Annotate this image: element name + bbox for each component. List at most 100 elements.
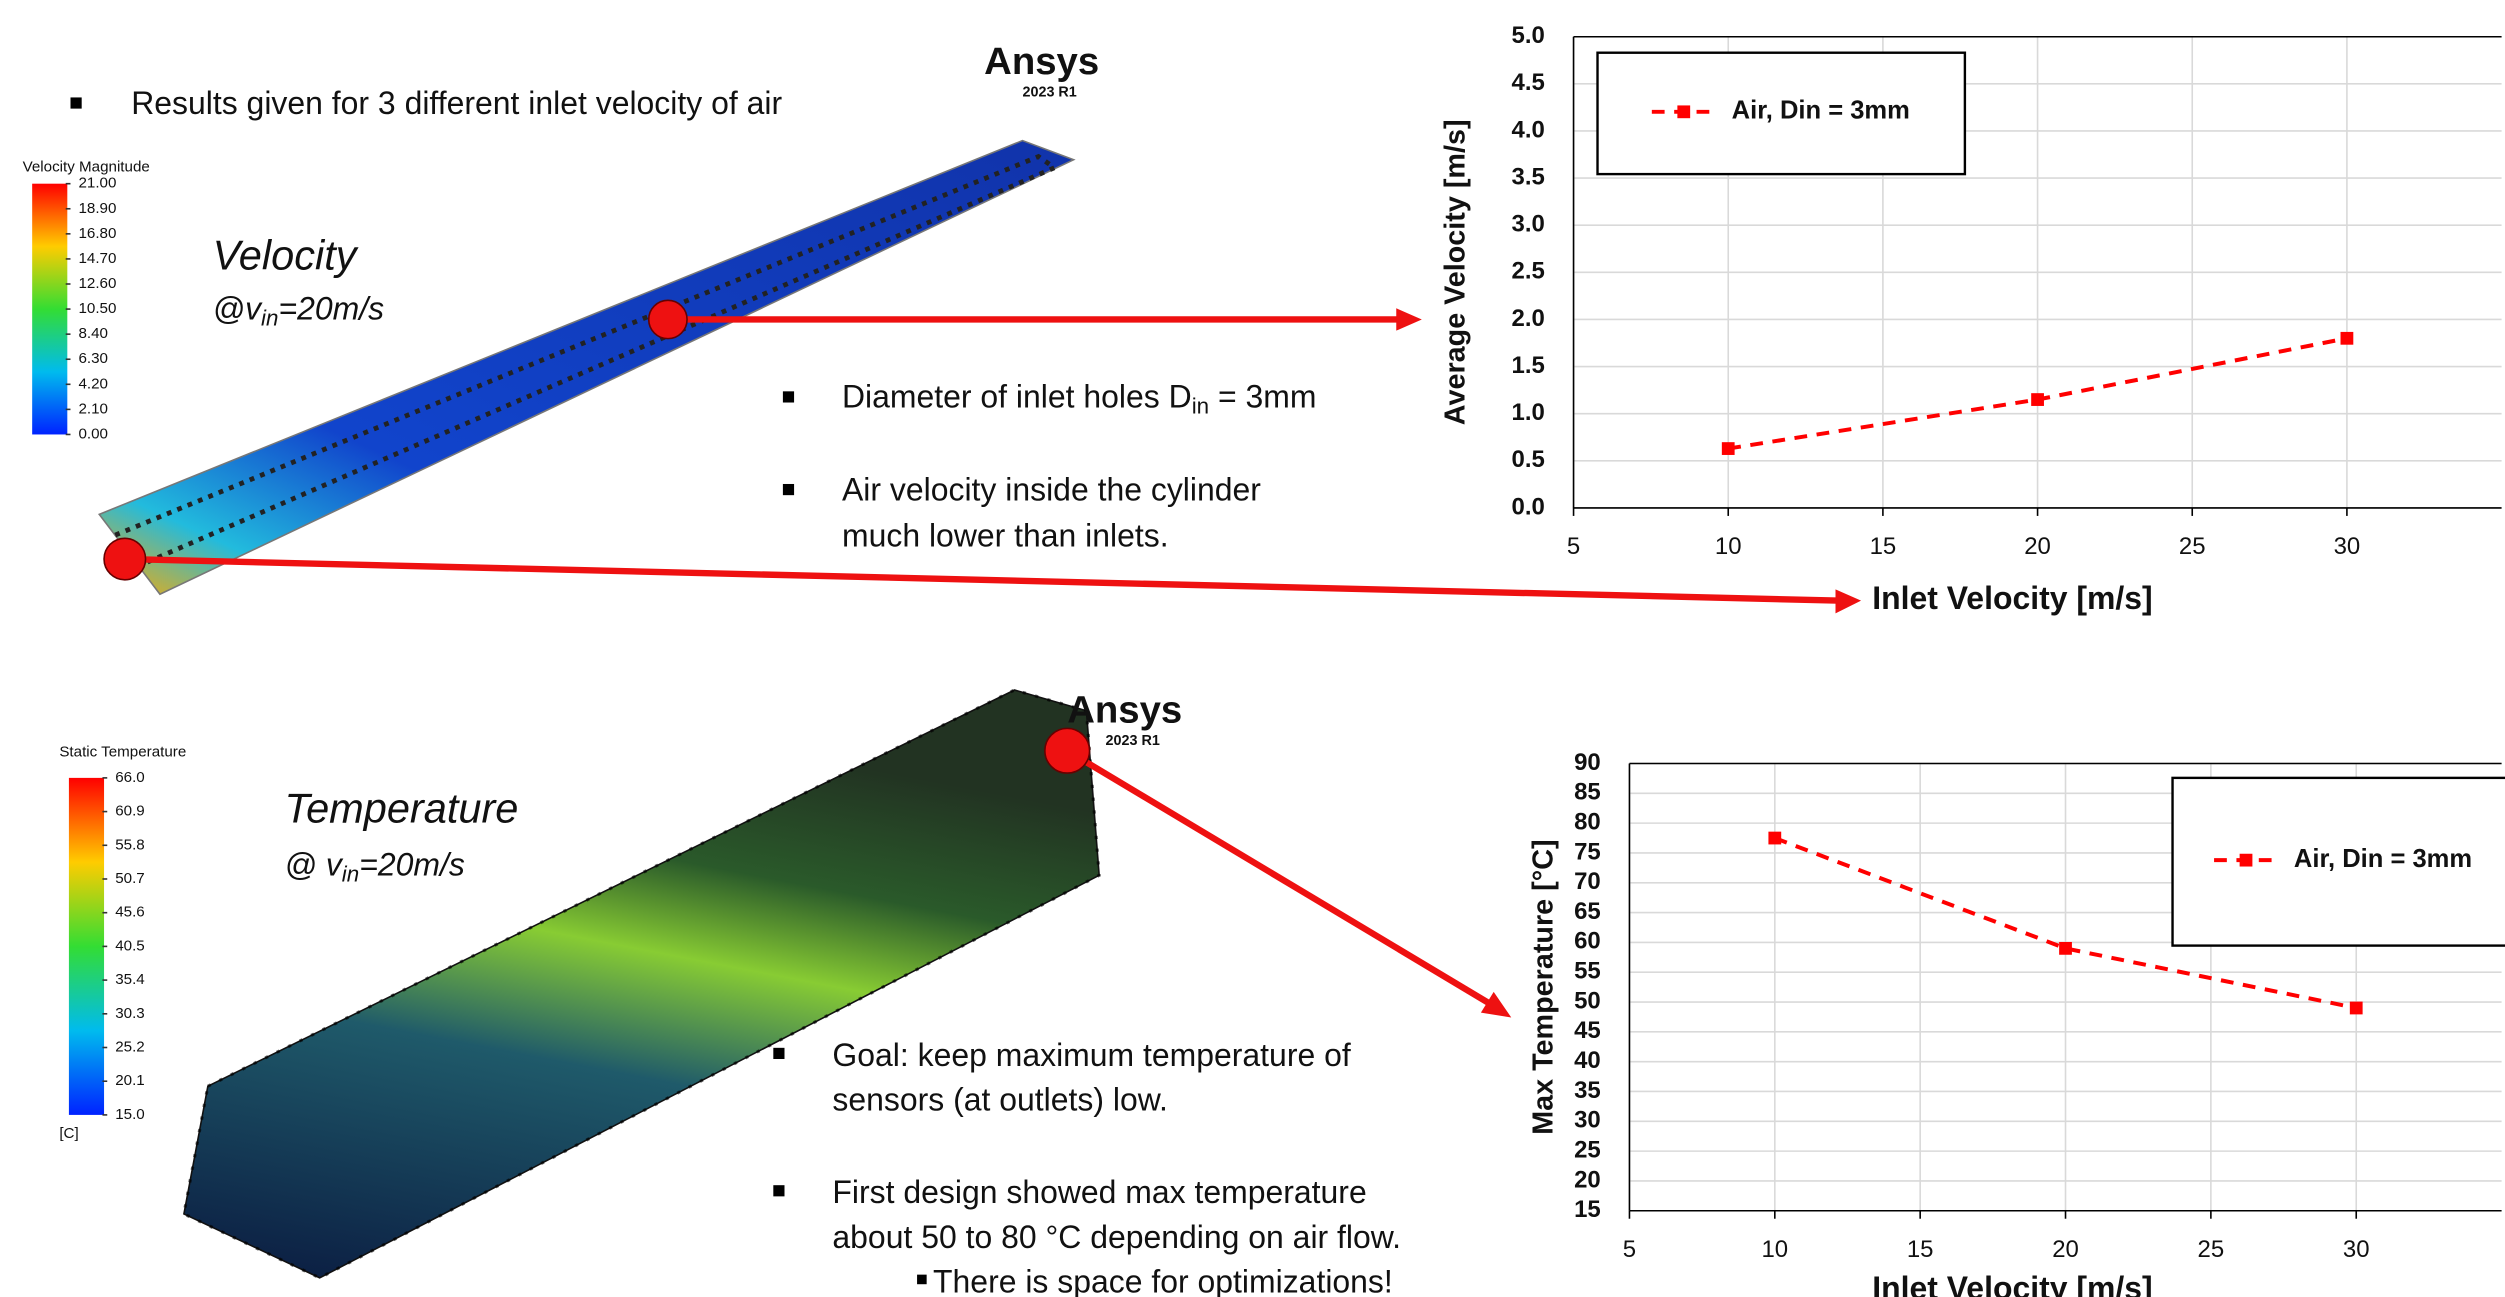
point [1768,831,1782,845]
x-tick-label: 10 [1715,533,1742,560]
x-tick-label: 20 [2024,533,2051,560]
legend-box [2171,776,2505,947]
arrow [124,555,1838,604]
colorbar-label: 55.8 [115,836,145,853]
probe-marker [103,537,147,581]
caption-suffix: =20m/s [359,847,465,883]
x-tick-label: 15 [1907,1236,1934,1263]
y-tick-label: 55 [1574,958,1601,985]
point [1721,442,1735,455]
arrow-head [1396,308,1422,331]
y-tick-label: 85 [1574,779,1601,806]
caption-prefix: @ v [285,847,344,883]
bullet-text: much lower than inlets. [842,518,1169,554]
x-tick-label: 5 [1567,533,1580,560]
colorbar [32,183,68,435]
y-tick-label: 2.0 [1512,305,1545,332]
y-tick-label: 65 [1574,898,1601,925]
y-tick-label: 3.5 [1512,163,1545,190]
logo: Ansys [1067,689,1182,732]
bullet-marker [773,1185,785,1197]
colorbar-label: 14.70 [78,250,116,267]
y-tick-label: 80 [1574,808,1601,835]
logo-version: 2023 R1 [1022,84,1076,100]
y-tick-label: 15 [1574,1196,1601,1223]
colorbar-label: 18.90 [78,200,116,217]
colorbar-unit: [C] [59,1125,78,1142]
bullet-marker [782,483,795,496]
arrow [1065,747,1491,1006]
bullet-marker [782,391,795,403]
temperature-model-mesh [182,688,1101,1280]
bullet-text: Air velocity inside the cylinder [842,471,1261,507]
y-tick-label: 90 [1574,749,1601,776]
colorbar-label: 50.7 [115,870,145,887]
caption-sub: in [342,861,359,886]
colorbar-label: 6.30 [78,350,108,367]
colorbar-label: 4.20 [78,375,108,392]
colorbar-label: 66.0 [115,769,145,786]
logo: Ansys [984,40,1099,83]
colorbar-label: 21.00 [78,175,116,192]
y-tick-label: 3.0 [1512,211,1545,238]
point [2340,331,2354,345]
y-tick-label: 45 [1574,1017,1601,1044]
x-tick-label: 30 [2334,533,2361,560]
y-tick-label: 60 [1574,928,1601,955]
y-tick-label: 75 [1574,838,1601,865]
bullet-marker [773,1047,785,1060]
point [2059,941,2072,955]
y-axis-title: Max Temperature [°C] [1527,839,1559,1134]
x-tick-label: 10 [1761,1236,1788,1263]
y-tick-label: 70 [1574,868,1601,895]
point [2349,1001,2363,1015]
colorbar-label: 10.50 [78,300,116,317]
y-tick-label: 30 [1574,1107,1601,1134]
bullet-text: sensors (at outlets) low. [832,1082,1167,1118]
logo-version: 2023 R1 [1106,733,1160,749]
caption: @vin=20m/s [213,291,384,330]
colorbar-label: 60.9 [115,803,145,820]
colorbar-label: 35.4 [115,971,145,988]
legend-marker [1677,105,1691,119]
y-tick-label: 2.5 [1512,258,1545,285]
colorbar-label: 16.80 [78,225,116,242]
legend-label: Air, Din = 3mm [2294,845,2472,873]
colorbar-title: Velocity Magnitude [23,159,150,176]
x-axis-title: Inlet Velocity [m/s] [1872,1270,2152,1297]
bullet-text: about 50 to 80 °C depending on air flow. [832,1219,1401,1255]
colorbar-label: 2.10 [78,400,108,417]
bullet-text: Results given for 3 different inlet velo… [131,85,782,121]
colorbar-label: 45.6 [115,904,145,921]
y-tick-label: 1.5 [1512,352,1545,379]
caption-sub: in [261,305,278,330]
colorbar-labels: 21.00 18.90 16.80 14.70 12.60 10.50 8.40 6.30 4.… [65,175,116,442]
x-tick-label: 30 [2343,1236,2370,1263]
colorbar-label: 40.5 [115,937,145,954]
y-tick-label: 4.0 [1512,116,1545,143]
y-axis-title: Average Velocity [m/s] [1440,119,1472,425]
bullet-text: Diameter of inlet holes Din = 3mm [842,379,1316,418]
point [2031,393,2044,406]
colorbar [68,777,105,1115]
y-tick-label: 25 [1574,1136,1601,1163]
x-tick-label: 20 [2052,1236,2079,1263]
bullet-text: Goal: keep maximum temperature of [832,1037,1350,1073]
caption-title: Temperature [285,784,519,831]
arrow-head [1480,991,1512,1018]
caption-suffix: =20m/s [278,291,384,327]
bullet-text: There is space for optimizations! [933,1264,1393,1297]
colorbar-label: 25.2 [115,1039,145,1056]
x-axis-title: Inlet Velocity [m/s] [1872,580,2152,616]
caption: @ vin=20m/s [285,847,465,886]
y-tick-label: 4.5 [1512,69,1545,96]
colorbar-label: 30.3 [115,1005,145,1022]
y-tick-label: 40 [1574,1047,1601,1074]
y-tick-label: 35 [1574,1077,1601,1104]
colorbar-label: 8.40 [78,325,108,342]
x-tick-label: 15 [1870,533,1897,560]
x-tick-label: 25 [2179,533,2206,560]
bullet-sub: in [1192,393,1209,418]
legend-marker [2239,853,2253,867]
